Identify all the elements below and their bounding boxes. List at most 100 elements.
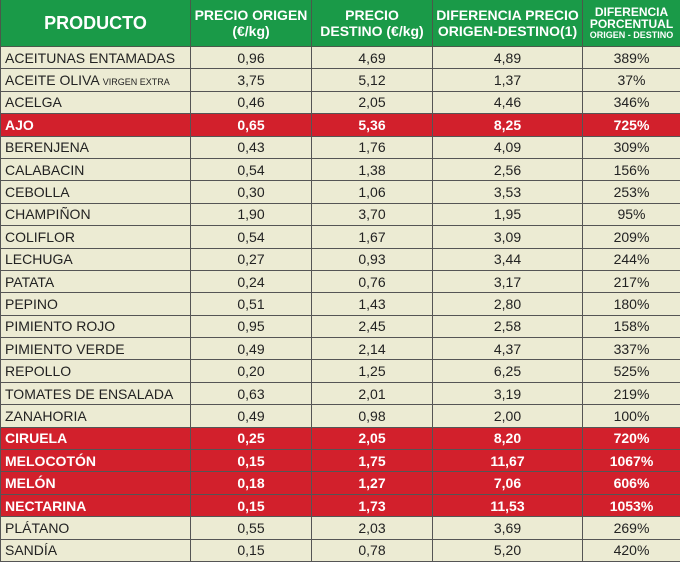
destination-price: 5,36 xyxy=(311,113,433,137)
price-difference: 3,69 xyxy=(432,516,583,540)
origin-price: 0,49 xyxy=(190,337,312,361)
origin-price: 0,54 xyxy=(190,157,312,182)
table-row: CIRUELA 0,25 2,05 8,20 720% xyxy=(0,426,680,451)
header-percent-sub: ORIGEN - DESTINO xyxy=(589,29,674,40)
table-row: MELÓN 0,18 1,27 7,06 606% xyxy=(0,471,680,495)
table-row: PLÁTANO 0,55 2,03 3,69 269% xyxy=(0,516,680,540)
price-difference: 2,58 xyxy=(432,314,583,339)
origin-price: 3,75 xyxy=(190,68,312,92)
table-row: LECHUGA 0,27 0,93 3,44 244% xyxy=(0,247,680,271)
product-name: BERENJENA xyxy=(0,135,191,159)
percent-difference: 725% xyxy=(582,113,680,137)
price-difference: 3,53 xyxy=(432,180,583,204)
table-row: CHAMPIÑON 1,90 3,70 1,95 95% xyxy=(0,202,680,227)
product-name: ACELGA xyxy=(0,90,191,115)
product-name: CHAMPIÑON xyxy=(0,202,191,227)
product-name: SANDÍA xyxy=(0,538,191,562)
percent-difference: 1053% xyxy=(582,493,680,518)
price-difference: 11,53 xyxy=(432,493,583,518)
product-name-text: TOMATES DE ENSALADA xyxy=(5,385,174,402)
percent-difference: 180% xyxy=(582,292,680,316)
table-row: ACELGA 0,46 2,05 4,46 346% xyxy=(0,90,680,115)
product-name: PIMIENTO ROJO xyxy=(0,314,191,339)
percent-difference: 37% xyxy=(582,68,680,92)
price-difference: 4,37 xyxy=(432,337,583,361)
destination-price: 2,05 xyxy=(311,90,433,115)
product-name: MELOCOTÓN xyxy=(0,449,191,473)
origin-price: 0,18 xyxy=(190,471,312,495)
product-name-text: AJO xyxy=(5,116,34,133)
price-difference: 4,46 xyxy=(432,90,583,115)
percent-difference: 156% xyxy=(582,157,680,182)
destination-price: 0,93 xyxy=(311,247,433,271)
table-row: PEPINO 0,51 1,43 2,80 180% xyxy=(0,292,680,316)
header-price-difference: DIFERENCIA PRECIO ORIGEN-DESTINO(1) xyxy=(432,0,583,47)
product-name-text: MELOCOTÓN xyxy=(5,452,96,469)
price-difference: 2,56 xyxy=(432,157,583,182)
destination-price: 1,06 xyxy=(311,180,433,204)
destination-price: 1,76 xyxy=(311,135,433,159)
percent-difference: 346% xyxy=(582,90,680,115)
price-difference: 3,19 xyxy=(432,381,583,406)
price-difference: 8,20 xyxy=(432,426,583,451)
percent-difference: 420% xyxy=(582,538,680,562)
header-percent-label: DIFERENCIA PORCENTUAL xyxy=(589,4,674,32)
origin-price: 0,15 xyxy=(190,538,312,562)
origin-price: 0,96 xyxy=(190,45,312,70)
table-row: PATATA 0,24 0,76 3,17 217% xyxy=(0,269,680,294)
price-difference: 1,95 xyxy=(432,202,583,227)
product-name-text: NECTARINA xyxy=(5,497,87,514)
table-row: TOMATES DE ENSALADA 0,63 2,01 3,19 219% xyxy=(0,381,680,406)
table-row: CALABACIN 0,54 1,38 2,56 156% xyxy=(0,157,680,182)
table-row: REPOLLO 0,20 1,25 6,25 525% xyxy=(0,359,680,383)
price-difference: 7,06 xyxy=(432,471,583,495)
price-difference: 1,37 xyxy=(432,68,583,92)
percent-difference: 209% xyxy=(582,225,680,249)
percent-difference: 217% xyxy=(582,269,680,294)
product-name: PEPINO xyxy=(0,292,191,316)
header-row: PRODUCTO PRECIO ORIGEN (€/kg) PRECIO DES… xyxy=(0,0,680,47)
table-row: AJO 0,65 5,36 8,25 725% xyxy=(0,113,680,137)
product-name: TOMATES DE ENSALADA xyxy=(0,381,191,406)
product-name: MELÓN xyxy=(0,471,191,495)
table-row: PIMIENTO ROJO 0,95 2,45 2,58 158% xyxy=(0,314,680,339)
percent-difference: 309% xyxy=(582,135,680,159)
destination-price: 1,75 xyxy=(311,449,433,473)
header-destination-price: PRECIO DESTINO (€/kg) xyxy=(311,0,433,47)
product-name-text: ZANAHORIA xyxy=(5,407,87,424)
header-percent-difference: DIFERENCIA PORCENTUAL ORIGEN - DESTINO xyxy=(582,0,680,47)
origin-price: 0,15 xyxy=(190,493,312,518)
percent-difference: 389% xyxy=(582,45,680,70)
product-name: NECTARINA xyxy=(0,493,191,518)
table-row: ZANAHORIA 0,49 0,98 2,00 100% xyxy=(0,404,680,428)
origin-price: 0,51 xyxy=(190,292,312,316)
destination-price: 2,45 xyxy=(311,314,433,339)
product-name-text: PIMIENTO ROJO xyxy=(5,318,116,335)
percent-difference: 525% xyxy=(582,359,680,383)
product-name: PIMIENTO VERDE xyxy=(0,337,191,361)
product-name: LECHUGA xyxy=(0,247,191,271)
table-row: CEBOLLA 0,30 1,06 3,53 253% xyxy=(0,180,680,204)
origin-price: 0,27 xyxy=(190,247,312,271)
price-difference: 3,17 xyxy=(432,269,583,294)
product-name-text: PEPINO xyxy=(5,295,58,312)
destination-price: 2,14 xyxy=(311,337,433,361)
origin-price: 0,43 xyxy=(190,135,312,159)
price-difference: 4,89 xyxy=(432,45,583,70)
price-difference: 3,09 xyxy=(432,225,583,249)
product-name-text: PATATA xyxy=(5,273,55,290)
table-row: NECTARINA 0,15 1,73 11,53 1053% xyxy=(0,493,680,518)
price-difference: 11,67 xyxy=(432,449,583,473)
product-name: COLIFLOR xyxy=(0,225,191,249)
product-name-text: LECHUGA xyxy=(5,251,73,268)
price-difference: 2,00 xyxy=(432,404,583,428)
destination-price: 0,76 xyxy=(311,269,433,294)
destination-price: 3,70 xyxy=(311,202,433,227)
percent-difference: 337% xyxy=(582,337,680,361)
destination-price: 2,05 xyxy=(311,426,433,451)
product-name-text: ACEITE OLIVA xyxy=(5,72,99,89)
origin-price: 1,90 xyxy=(190,202,312,227)
percent-difference: 606% xyxy=(582,471,680,495)
origin-price: 0,55 xyxy=(190,516,312,540)
